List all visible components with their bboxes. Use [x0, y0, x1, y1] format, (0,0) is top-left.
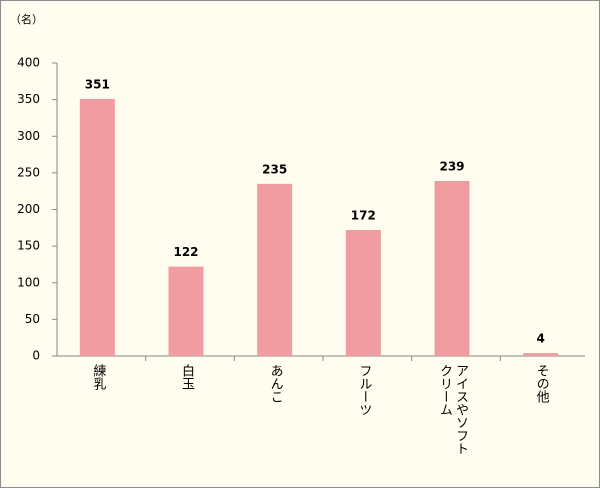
- data-label: 122: [173, 245, 198, 259]
- bar: [257, 183, 293, 356]
- data-label: 172: [351, 209, 376, 223]
- x-tick-label: フルーツ: [356, 364, 372, 416]
- x-tick-label: その他: [533, 364, 549, 403]
- y-tick-label: 50: [25, 312, 40, 326]
- data-label: 4: [536, 332, 544, 346]
- data-label: 239: [439, 159, 464, 173]
- x-tick-label: アイスやソフトクリーム: [437, 364, 468, 455]
- bar: [79, 98, 115, 356]
- x-tick-label: 白玉: [179, 364, 194, 390]
- y-tick-label: 350: [17, 92, 40, 106]
- y-tick-label: 300: [17, 129, 40, 143]
- x-tick-label: あんこ: [267, 364, 283, 403]
- bar: [345, 230, 381, 356]
- y-unit: （名）: [10, 12, 43, 26]
- y-tick-label: 0: [32, 349, 40, 363]
- bar: [168, 266, 204, 356]
- data-label: 235: [262, 162, 287, 176]
- y-tick-label: 400: [17, 56, 40, 70]
- x-tick-label: 練乳: [90, 364, 106, 390]
- bar: [523, 353, 559, 356]
- y-tick-label: 100: [17, 275, 40, 289]
- y-tick-label: 250: [17, 165, 40, 179]
- data-label: 351: [85, 77, 110, 91]
- y-tick-label: 200: [17, 202, 40, 216]
- y-tick-label: 150: [17, 239, 40, 253]
- bar: [434, 180, 470, 356]
